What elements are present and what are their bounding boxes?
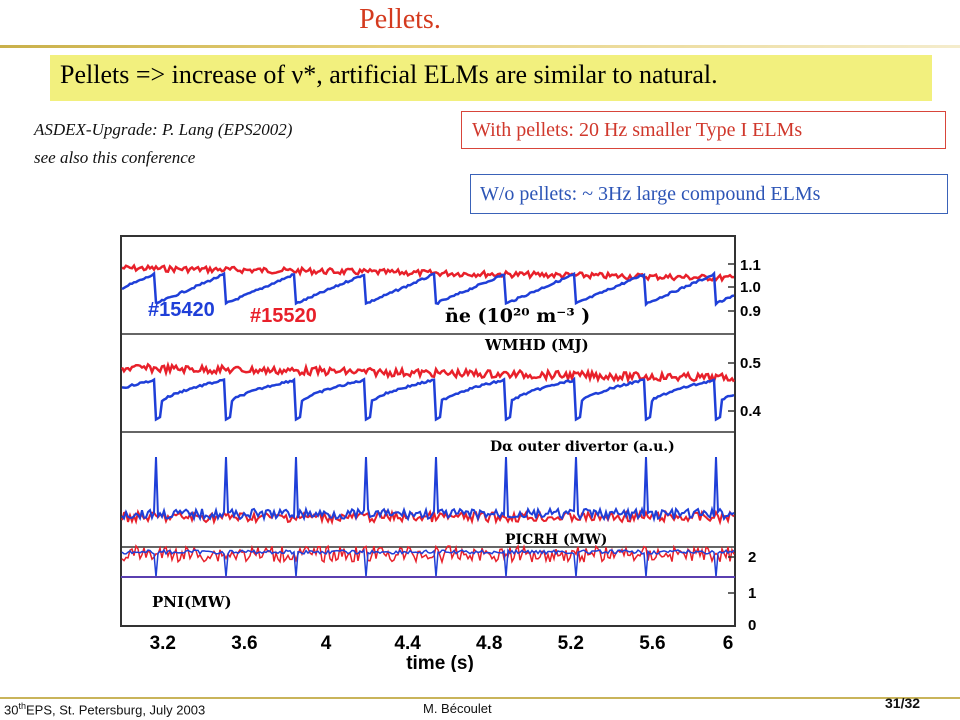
x-tick-4: 4.8 [476,633,502,654]
wmhd-blue-trace [121,376,735,422]
p-tick-0: 2 [748,549,756,566]
credit-line-2: see also this conference [34,148,196,167]
x-tick-6: 5.6 [639,633,665,654]
ne-panel-label: n̄e (10²⁰ m⁻³ ) [445,305,590,327]
footer-conf-sup: th [18,701,26,711]
x-tick-5: 5.2 [558,633,584,654]
without-pellets-text: W/o pellets: ~ 3Hz large compound ELMs [480,183,821,205]
x-tick-2: 4 [321,633,332,654]
footer-author: M. Bécoulet [423,701,492,716]
picrh-blue-trace [121,548,735,578]
footer-conf-rest: EPS, St. Petersburg, July 2003 [25,702,206,718]
with-pellets-text: With pellets: 20 Hz smaller Type I ELMs [472,119,803,141]
dalpha-panel-label: Dα outer divertor (a.u.) [490,439,675,455]
x-tick-1: 3.6 [231,633,257,654]
pellet-elm-figure: #15420 #15520 n̄e (10²⁰ m⁻³ ) WMHD (MJ) … [120,235,762,672]
ne-blue-trace [121,270,735,308]
p-tick-2: 0 [748,617,756,634]
wmhd-red-trace [120,361,736,386]
ne-tick-2: 0.9 [740,303,761,320]
x-tick-7: 6 [723,633,734,654]
x-tick-0: 3.2 [150,633,176,654]
wmhd-panel-label: WMHD (MJ) [484,336,589,354]
shot-red-label: #15520 [250,305,317,327]
w-tick-0: 0.5 [740,355,761,372]
picrh-panel-label: PICRH (MW) [505,532,607,548]
footer-divider [0,697,960,699]
ne-tick-1: 1.0 [740,279,761,296]
with-pellets-box: With pellets: 20 Hz smaller Type I ELMs [461,111,946,149]
figure-frame [120,235,736,627]
headline-highlight [50,55,932,101]
w-tick-1: 0.4 [740,403,762,420]
headline: Pellets => increase of ν*, artificial EL… [60,60,718,89]
shot-blue-label: #15420 [148,299,215,321]
p-tick-1: 1 [748,585,756,602]
page-number: 31/32 [885,695,921,711]
title-divider [0,45,960,48]
x-tick-3: 4.4 [394,633,421,654]
credit-line-1: ASDEX-Upgrade: P. Lang (EPS2002) [34,120,293,139]
dalpha-blue-trace [121,456,735,523]
footer-conference: 30thEPS, St. Petersburg, July 2003 [4,701,205,717]
x-axis-label: time (s) [406,653,474,672]
ne-tick-0: 1.1 [740,257,761,274]
without-pellets-box: W/o pellets: ~ 3Hz large compound ELMs [470,174,948,214]
slide-title: Pellets. [359,4,441,35]
pni-panel-label: PNI(MW) [152,593,232,611]
footer-conf-prefix: 30 [4,702,19,718]
